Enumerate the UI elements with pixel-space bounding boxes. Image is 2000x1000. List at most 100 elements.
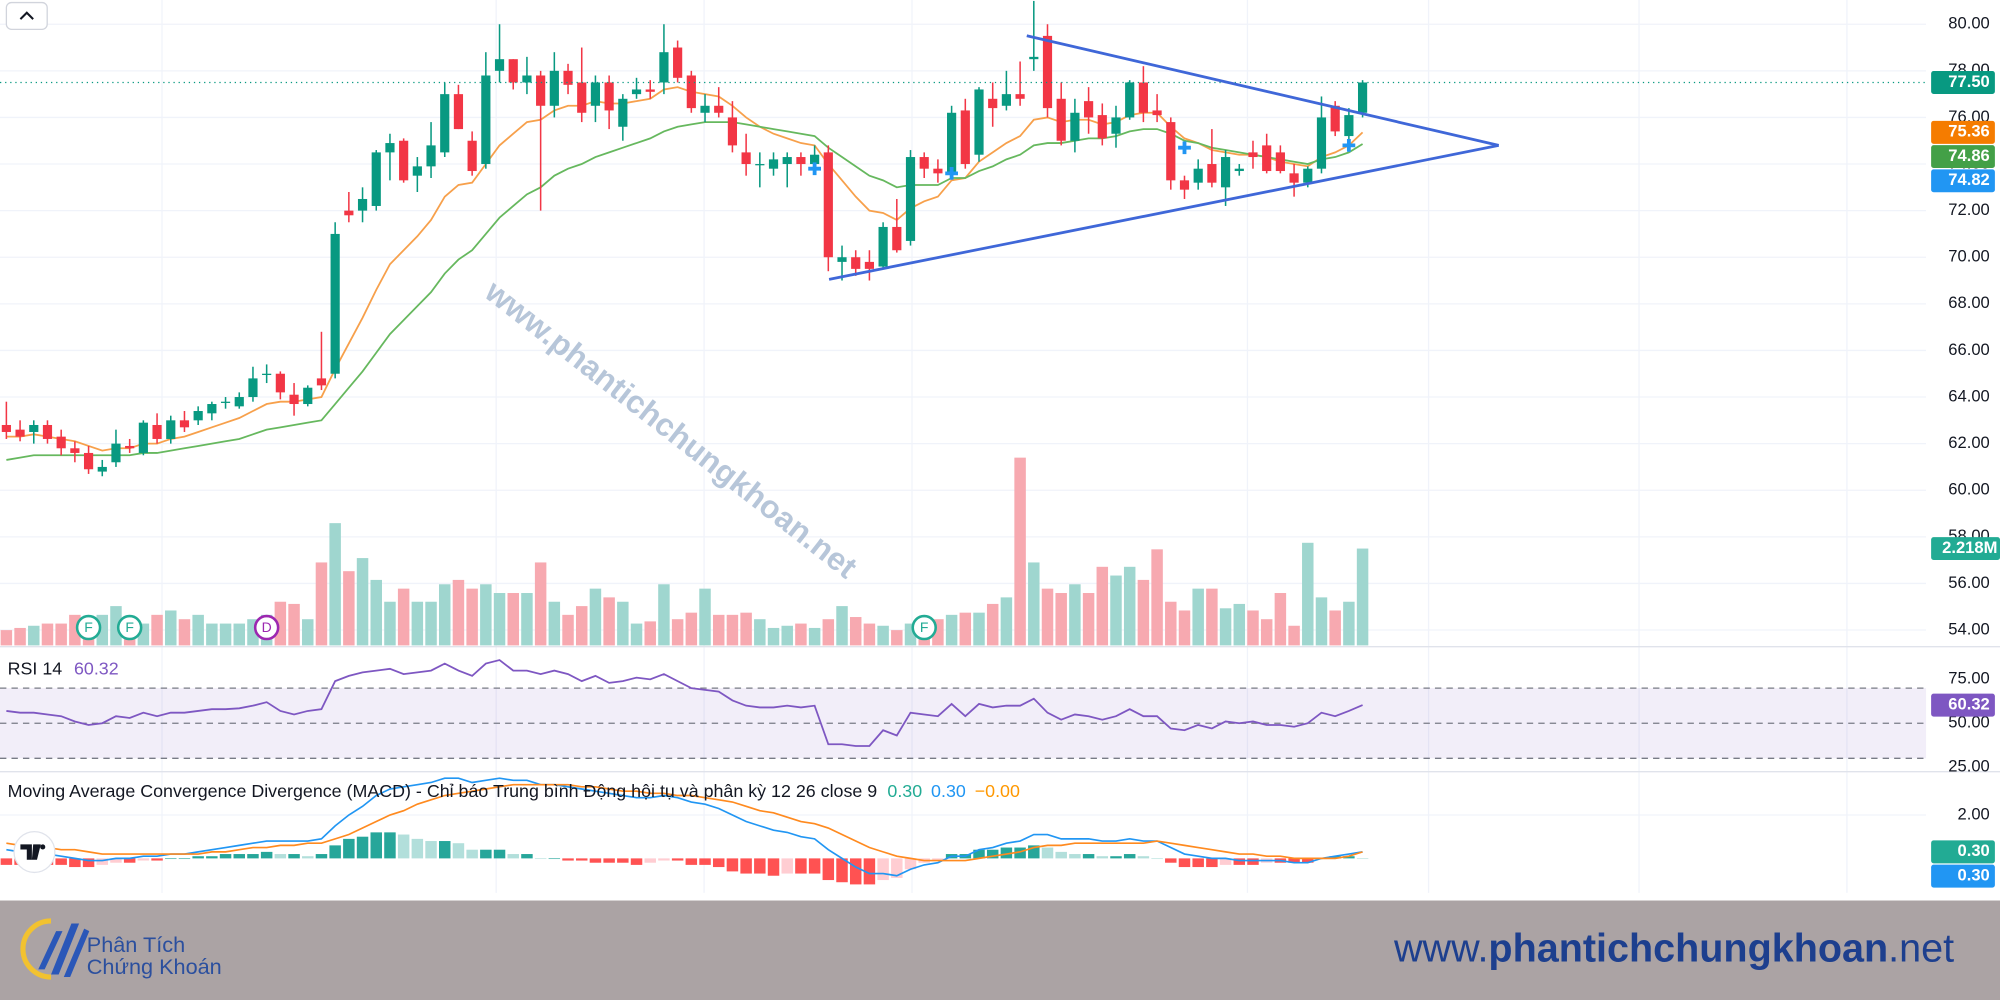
trend-line xyxy=(828,144,1499,281)
volume-bar xyxy=(55,623,67,646)
volume-bar xyxy=(425,601,437,646)
chevron-icon[interactable] xyxy=(19,11,34,20)
volume-bar xyxy=(603,597,615,646)
candle-body xyxy=(988,98,998,109)
volume-bar xyxy=(507,593,519,646)
macd-histogram-bar xyxy=(589,858,602,863)
price-badge xyxy=(1931,693,1995,717)
candle-body xyxy=(29,424,39,432)
macd-histogram-bar xyxy=(1356,858,1369,860)
collapse-button[interactable] xyxy=(5,1,48,30)
candle-body xyxy=(42,424,53,439)
macd-histogram-bar xyxy=(274,854,287,859)
candle-body xyxy=(111,443,121,463)
url-suffix: .net xyxy=(1888,927,1954,971)
candle-body xyxy=(166,420,176,439)
button-frame[interactable] xyxy=(5,1,48,30)
volume-bar xyxy=(343,571,355,646)
candle-body xyxy=(179,420,190,428)
candle-body xyxy=(330,233,340,374)
macd-histogram-bar xyxy=(1055,851,1067,859)
macd-histogram-bar xyxy=(1219,858,1232,865)
candle-body xyxy=(933,168,943,174)
volume-bar xyxy=(685,612,698,646)
candle-body xyxy=(467,140,477,172)
brand-line: Chứng Khoán xyxy=(87,954,222,979)
event-label: F xyxy=(125,619,134,635)
candle-body xyxy=(618,98,628,127)
y-tick-label: 56.00 xyxy=(1948,573,1990,592)
volume-bar xyxy=(1110,575,1122,646)
candle-body xyxy=(673,47,683,78)
volume-bar xyxy=(630,623,643,646)
macd-histogram-bar xyxy=(1206,858,1218,868)
macd-histogram-bar xyxy=(617,858,629,863)
volume-bar xyxy=(575,606,588,646)
candle-body xyxy=(645,89,655,92)
candle-body xyxy=(440,94,450,153)
y-tick-label: 2.00 xyxy=(1958,804,1990,823)
candle-body xyxy=(823,152,833,258)
candle-body xyxy=(1029,56,1039,60)
macd-histogram-bar xyxy=(767,858,780,876)
candle-body xyxy=(316,378,327,386)
volume-bar xyxy=(795,623,807,646)
volume-bar xyxy=(384,601,396,646)
macd-histogram-bar xyxy=(1082,854,1095,859)
volume-bar xyxy=(740,612,752,646)
candle-body xyxy=(371,152,381,206)
macd-histogram-bar xyxy=(712,858,725,868)
volume-bar xyxy=(1206,588,1218,646)
volume-bar xyxy=(904,623,917,646)
macd-histogram-bar xyxy=(507,854,519,859)
macd-histogram-bar xyxy=(671,858,684,861)
rsi-legend-title: RSI 14 xyxy=(8,658,63,678)
volume-bar xyxy=(671,619,684,646)
macd-histogram-bar xyxy=(1137,856,1150,859)
macd-histogram-bar xyxy=(1000,847,1013,859)
macd-histogram-bar xyxy=(0,858,13,865)
candle-body xyxy=(70,448,80,453)
macd-histogram-bar xyxy=(1110,856,1122,859)
volume-bar xyxy=(14,627,26,646)
macd-histogram-bar xyxy=(480,849,492,859)
candle-body xyxy=(892,226,902,251)
brand-line: Phân Tích xyxy=(87,932,185,957)
macd-histogram-bar xyxy=(562,858,574,861)
volume-bar xyxy=(1151,549,1163,646)
event-label: F xyxy=(920,619,929,635)
macd-histogram-bar xyxy=(644,858,656,863)
volume-bar xyxy=(165,610,177,646)
macd-histogram-bar xyxy=(1028,845,1040,859)
volume-bar xyxy=(41,623,54,646)
y-tick-label: 68.00 xyxy=(1948,293,1990,312)
volume-bar xyxy=(1123,566,1136,646)
y-tick-label: 54.00 xyxy=(1948,619,1990,638)
macd-histogram-bar xyxy=(233,854,245,859)
macd-histogram-bar xyxy=(932,858,944,861)
candle-body xyxy=(700,105,710,113)
macd-histogram-bar xyxy=(370,832,382,859)
y-tick-label: 75.00 xyxy=(1948,669,1990,688)
candle-body xyxy=(1193,168,1203,183)
candle-body xyxy=(796,157,806,165)
candle-body xyxy=(426,145,436,167)
macd-histogram-bar xyxy=(96,858,109,865)
volume-bar xyxy=(699,588,711,646)
macd-histogram-bar xyxy=(548,858,561,860)
candle-body xyxy=(522,75,532,83)
macd-histogram-bar xyxy=(110,858,122,863)
macd-histogram-bar xyxy=(658,858,670,861)
logo-stripes xyxy=(38,923,90,978)
macd-histogram-bar xyxy=(69,858,81,868)
macd-histogram-bar xyxy=(1069,854,1081,859)
y-tick-label: 60.00 xyxy=(1948,480,1990,499)
macd-histogram-bar xyxy=(1192,858,1204,868)
macd-histogram-bar xyxy=(1151,858,1163,860)
macd-histogram-bar xyxy=(452,843,465,859)
macd-histogram-bar xyxy=(575,858,588,861)
macd-histogram-bar xyxy=(904,858,917,870)
candle-body xyxy=(714,105,724,113)
candle-body xyxy=(1234,168,1244,172)
